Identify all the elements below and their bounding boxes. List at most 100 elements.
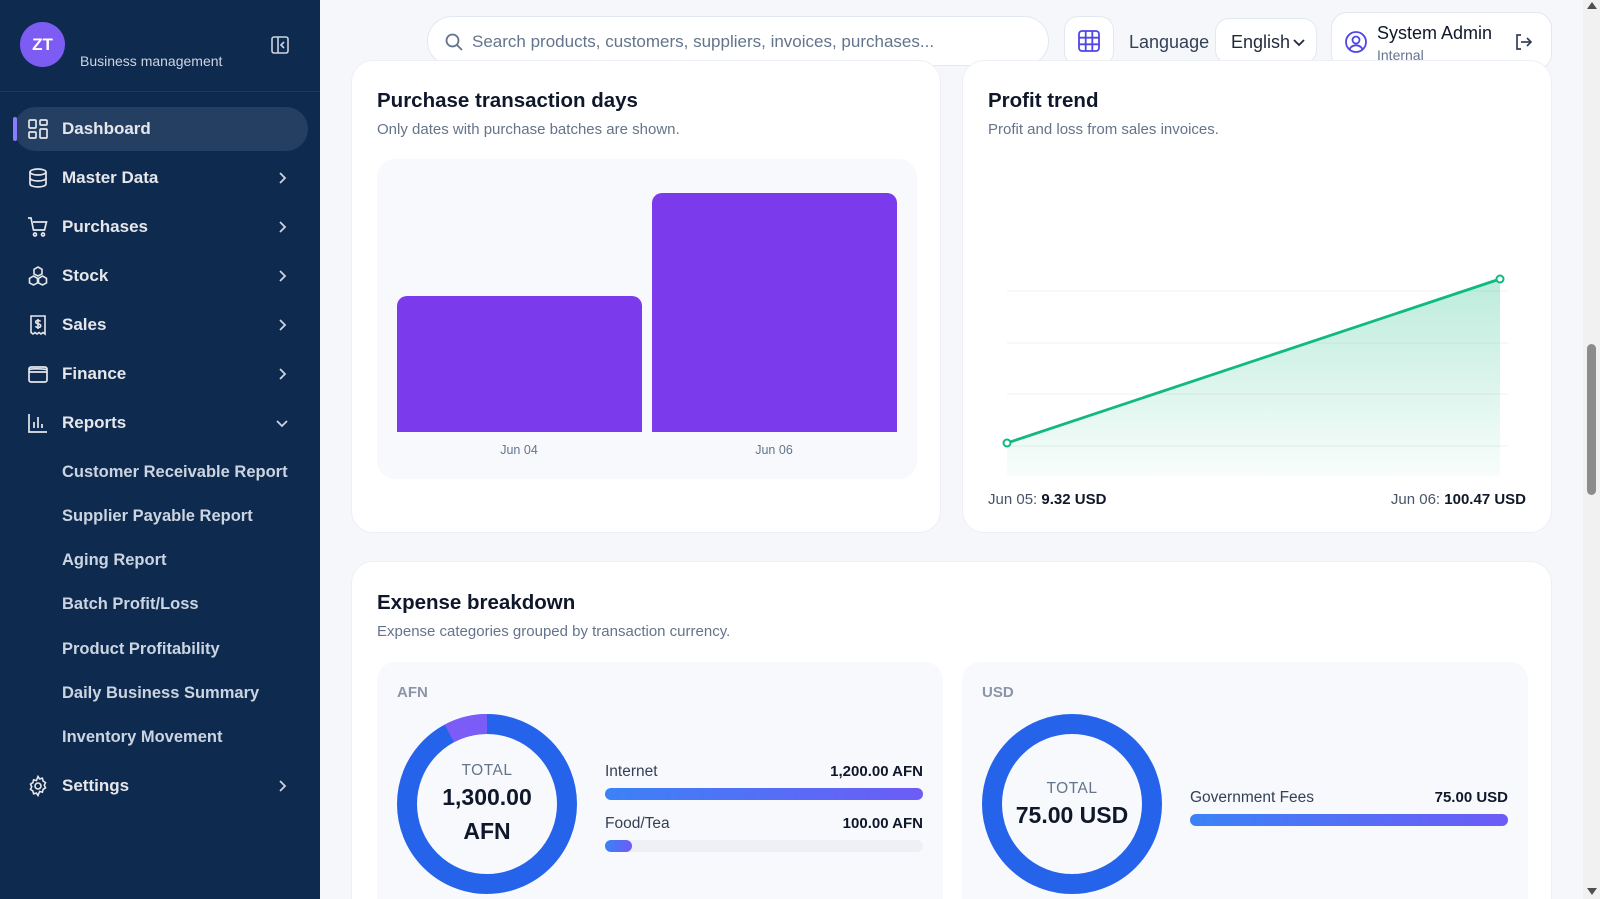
- scrollbar-thumb[interactable]: [1587, 344, 1596, 495]
- profit-end-label: Jun 06: 100.47 USD: [1391, 491, 1526, 508]
- expense-name: Internet: [605, 763, 658, 780]
- sidebar-subitem-aging-report[interactable]: Aging Report: [62, 551, 167, 569]
- dashboard-icon: [28, 119, 48, 139]
- chevron-right-icon: [279, 319, 287, 331]
- logo[interactable]: ZT: [20, 22, 65, 67]
- donut-total: TOTAL 75.00 USD: [997, 780, 1147, 832]
- sidebar-item-master-data[interactable]: Master Data: [14, 156, 308, 200]
- profit-end-date: Jun 06:: [1390, 491, 1441, 508]
- gear-icon: [29, 775, 47, 797]
- expense-panel-afn: AFN TOTAL 1,300.00 AFN Internet 1,200.00…: [377, 662, 943, 899]
- data-point-jun-06[interactable]: [1495, 274, 1505, 284]
- expense-amount: 75.00 USD: [1434, 789, 1508, 806]
- brand-subtitle: Business management: [80, 53, 223, 69]
- sidebar-item-label: Dashboard: [62, 119, 151, 138]
- expense-amount: 1,200.00 AFN: [830, 763, 923, 780]
- global-search[interactable]: [427, 16, 1049, 66]
- sidebar-item-stock[interactable]: Stock: [14, 254, 308, 298]
- user-name: System Admin: [1377, 23, 1493, 43]
- expense-row-internet: Internet 1,200.00 AFN: [605, 763, 923, 803]
- sidebar-subitem-batch-profit-loss[interactable]: Batch Profit/Loss: [62, 595, 199, 613]
- search-icon: [445, 33, 463, 51]
- sidebar-item-label: Finance: [62, 364, 127, 383]
- profit-area: [1007, 279, 1500, 476]
- donut-total-caption: TOTAL: [1046, 780, 1098, 797]
- sidebar-subitem-daily-business-summary[interactable]: Daily Business Summary: [62, 684, 260, 702]
- user-role: Internal: [1377, 47, 1424, 63]
- card-title: Profit trend: [988, 89, 1099, 112]
- expense-row-government-fees: Government Fees 75.00 USD: [1190, 789, 1508, 829]
- scroll-down-arrow-icon[interactable]: [1587, 888, 1597, 895]
- boxes-icon: [28, 266, 48, 286]
- afn-donut-chart: [397, 714, 577, 894]
- sidebar-subitem-customer-receivable-report[interactable]: Customer Receivable Report: [62, 463, 288, 481]
- usd-donut-chart: [982, 714, 1162, 894]
- language-value: English: [1231, 32, 1291, 52]
- sidebar-subitem-inventory-movement[interactable]: Inventory Movement: [62, 728, 223, 746]
- chevron-right-icon: [279, 368, 287, 380]
- sidebar-item-label: Purchases: [62, 217, 148, 236]
- donut-total: TOTAL 1,300.00 AFN: [422, 762, 552, 848]
- data-point-jun-05[interactable]: [1002, 438, 1012, 448]
- expense-bar-track: [605, 788, 923, 800]
- bar-label: Jun 06: [755, 443, 793, 457]
- expense-amount: 100.00 AFN: [842, 815, 923, 832]
- app-grid-button[interactable]: [1064, 16, 1114, 66]
- sidebar: ZT Business management Dashboard Master …: [0, 0, 320, 899]
- purchase-chart-panel: Jun 04 Jun 06: [377, 159, 917, 479]
- card-subtitle: Only dates with purchase batches are sho…: [377, 121, 680, 138]
- card-subtitle: Profit and loss from sales invoices.: [988, 121, 1219, 138]
- sidebar-item-sales[interactable]: Sales: [14, 303, 308, 347]
- language-label: Language: [1129, 32, 1210, 52]
- expense-bar-track: [605, 840, 923, 852]
- sidebar-item-purchases[interactable]: Purchases: [14, 205, 308, 249]
- database-icon: [29, 168, 47, 188]
- donut-segment-food-tea[interactable]: [444, 714, 488, 743]
- donut-total-value: 1,300.00: [442, 784, 532, 810]
- sidebar-collapse-icon[interactable]: [270, 35, 290, 55]
- expense-panel-usd: USD TOTAL 75.00 USD Government Fees 75.0…: [962, 662, 1528, 899]
- sidebar-item-finance[interactable]: Finance: [14, 352, 308, 396]
- sidebar-subitem-product-profitability[interactable]: Product Profitability: [62, 640, 220, 658]
- bar-jun-06[interactable]: [652, 193, 897, 432]
- wallet-icon: [28, 366, 48, 383]
- expense-bar-fill: [605, 788, 923, 800]
- donut-total-caption: TOTAL: [461, 762, 513, 779]
- sidebar-item-reports[interactable]: Reports: [14, 401, 308, 445]
- donut-total-value: 75.00 USD: [1015, 802, 1129, 828]
- expense-row-food-tea: Food/Tea 100.00 AFN: [605, 815, 923, 855]
- card-title: Expense breakdown: [377, 591, 576, 614]
- profit-end-value: 100.47 USD: [1444, 491, 1526, 508]
- profit-line: [1006, 277, 1501, 445]
- profit-trend-card: Profit trend Profit and loss from sales …: [962, 60, 1552, 533]
- chevron-right-icon: [279, 270, 287, 282]
- sidebar-item-dashboard[interactable]: Dashboard: [13, 107, 308, 151]
- profit-start-label: Jun 05: 9.32 USD: [988, 491, 1106, 508]
- search-input[interactable]: [472, 27, 1032, 57]
- scroll-up-arrow-icon[interactable]: [1587, 2, 1597, 9]
- profit-start-value: 9.32 USD: [1041, 491, 1107, 508]
- profit-trend-chart: [1002, 274, 1508, 476]
- currency-label: USD: [982, 684, 1014, 701]
- sidebar-item-label: Settings: [62, 776, 130, 795]
- chevron-down-icon: [276, 420, 288, 428]
- sidebar-item-settings[interactable]: Settings: [14, 764, 308, 808]
- expense-bar-fill: [605, 840, 633, 852]
- logout-icon[interactable]: [1513, 32, 1533, 52]
- sidebar-subitem-supplier-payable-report[interactable]: Supplier Payable Report: [62, 507, 253, 525]
- donut-total-currency: AFN: [463, 818, 511, 844]
- donut-segment-government-fees[interactable]: [982, 714, 1162, 894]
- card-subtitle: Expense categories grouped by transactio…: [377, 623, 731, 640]
- sidebar-item-label: Stock: [62, 266, 109, 285]
- chevron-right-icon: [279, 780, 287, 792]
- sidebar-item-label: Reports: [62, 413, 127, 432]
- brand-header: ZT Business management: [0, 0, 320, 92]
- receipt-icon: [30, 315, 46, 336]
- cart-icon: [28, 217, 48, 237]
- card-title: Purchase transaction days: [377, 89, 638, 112]
- language-select[interactable]: English: [1215, 18, 1317, 64]
- bar-jun-04[interactable]: [397, 296, 642, 432]
- expense-name: Food/Tea: [605, 815, 670, 832]
- bar-chart-icon: [28, 414, 47, 433]
- page-scrollbar[interactable]: [1583, 0, 1600, 899]
